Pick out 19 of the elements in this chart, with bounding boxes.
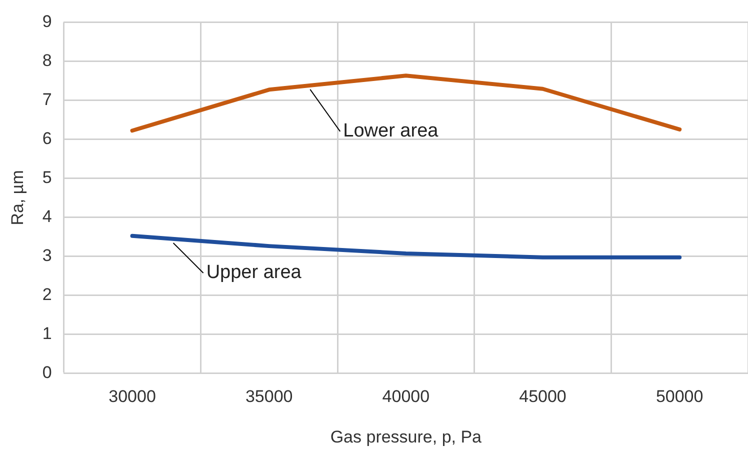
y-tick-label: 8 [42,50,52,70]
y-tick-label: 1 [42,324,52,343]
y-tick-label: 9 [42,12,52,31]
x-tick-label: 35000 [245,387,293,406]
x-tick-label: 45000 [519,387,566,406]
y-tick-label: 2 [42,284,52,304]
y-tick-label: 4 [42,206,52,226]
y-tick-label: 0 [42,362,52,382]
y-tick-label: 6 [42,128,52,148]
text: Lower area [343,120,439,142]
x-tick-label: 40000 [382,387,430,406]
x-axis-title: Gas pressure, p, Pa [330,427,482,446]
y-axis-title: Ra, µm [8,170,27,226]
y-tick-label: 3 [42,246,52,265]
y-tick-label: 5 [42,168,52,187]
series-label: Upper area [206,262,302,284]
y-tick-label: 7 [42,90,52,109]
x-tick-label: 30000 [108,387,156,406]
x-tick-label: 50000 [656,387,704,406]
